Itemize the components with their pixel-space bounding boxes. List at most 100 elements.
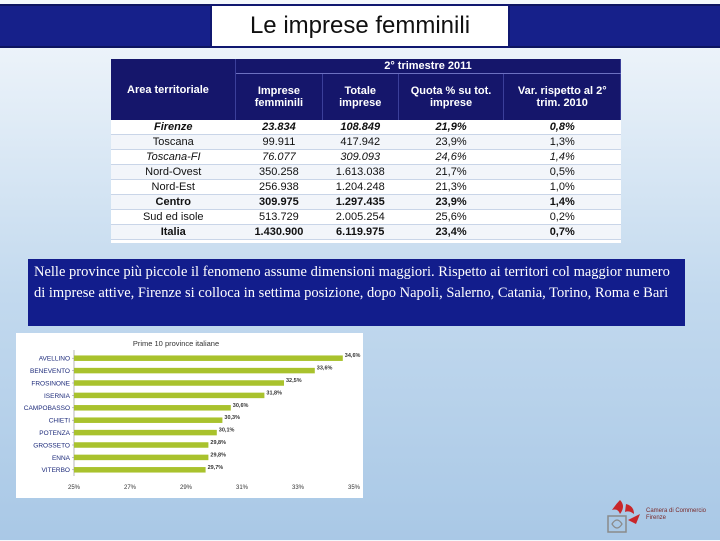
- cell-var: 1,0%: [503, 179, 621, 195]
- header-var: Var. rispetto al 2° trim. 2010: [503, 73, 621, 120]
- x-tick-label: 33%: [292, 485, 305, 491]
- table-row: Nord-Ovest 350.258 1.613.038 21,7% 0,5%: [111, 164, 621, 180]
- category-label: AVELLINO: [39, 356, 70, 363]
- cell-totale: 309.093: [322, 149, 399, 165]
- category-label: CAMPOBASSO: [24, 405, 70, 412]
- cell-quota: 23,9%: [398, 194, 504, 210]
- header-period: 2° trimestre 2011: [235, 59, 621, 74]
- cell-area: Italia: [111, 224, 236, 240]
- logo-icon: [607, 500, 640, 533]
- value-label: 30,6%: [233, 403, 249, 409]
- cell-var: 1,3%: [503, 134, 621, 150]
- value-label: 30,1%: [219, 428, 235, 434]
- table-row: Italia 1.430.900 6.119.975 23,4% 0,7%: [111, 224, 621, 240]
- cell-totale: 417.942: [322, 134, 399, 150]
- cell-area: Centro: [111, 194, 236, 210]
- data-table-container: Area territoriale 2° trimestre 2011 Impr…: [111, 59, 621, 243]
- cell-area: Firenze: [111, 120, 236, 135]
- cell-var: 1,4%: [503, 149, 621, 165]
- category-label: FROSINONE: [31, 380, 70, 387]
- cell-totale: 6.119.975: [322, 224, 399, 240]
- note-box: Nelle province più piccole il fenomeno a…: [28, 259, 685, 326]
- category-label: GROSSETO: [33, 442, 70, 449]
- header-quota: Quota % su tot. imprese: [398, 73, 505, 120]
- cell-quota: 21,7%: [398, 164, 504, 180]
- category-label: BENEVENTO: [30, 368, 70, 375]
- cell-imprese: 76.077: [235, 149, 323, 165]
- table-row: Toscana-FI 76.077 309.093 24,6% 1,4%: [111, 149, 621, 165]
- cell-area: Nord-Est: [111, 179, 236, 195]
- cell-totale: 108.849: [322, 120, 399, 135]
- header-area: Area territoriale: [111, 59, 236, 120]
- category-label: VITERBO: [41, 467, 70, 474]
- cell-area: Toscana: [111, 134, 236, 150]
- cell-area: Nord-Ovest: [111, 164, 236, 180]
- x-tick-label: 31%: [236, 485, 249, 491]
- table-body: Firenze 23.834 108.849 21,9% 0,8% Toscana 99.9…: [111, 120, 621, 240]
- cell-quota: 21,9%: [398, 120, 504, 135]
- table-row: Firenze 23.834 108.849 21,9% 0,8%: [111, 120, 621, 135]
- value-label: 29,8%: [210, 440, 226, 446]
- cell-imprese: 99.911: [235, 134, 323, 150]
- x-tick-label: 35%: [348, 485, 361, 491]
- cell-var: 0,8%: [503, 120, 621, 135]
- cell-imprese: 513.729: [235, 209, 323, 225]
- category-label: ENNA: [52, 455, 71, 462]
- cell-imprese: 350.258: [235, 164, 323, 180]
- value-label: 34,6%: [345, 353, 361, 359]
- cell-quota: 21,3%: [398, 179, 504, 195]
- cell-quota: 23,9%: [398, 134, 504, 150]
- value-label: 29,8%: [210, 452, 226, 458]
- title-box: Le imprese femminili: [210, 4, 510, 48]
- x-tick-label: 25%: [68, 485, 81, 491]
- slide-title: Le imprese femminili: [249, 12, 471, 39]
- cell-totale: 1.297.435: [322, 194, 399, 210]
- value-label: 33,6%: [317, 366, 333, 372]
- table-row: Toscana 99.911 417.942 23,9% 1,3%: [111, 134, 621, 150]
- logo-text: Camera di Commercio Firenze: [646, 508, 707, 521]
- table-row: Centro 309.975 1.297.435 23,9% 1,4%: [111, 194, 621, 210]
- cell-totale: 1.204.248: [322, 179, 399, 195]
- cell-var: 0,7%: [503, 224, 621, 240]
- bar: [74, 429, 217, 436]
- bar: [74, 417, 223, 423]
- cell-imprese: 309.975: [235, 194, 323, 210]
- cell-var: 0,5%: [503, 164, 621, 180]
- bar: [74, 454, 209, 461]
- bar: [74, 467, 206, 473]
- camera-di-commercio-logo: Camera di Commercio Firenze: [606, 494, 716, 536]
- value-label: 29,7%: [208, 465, 224, 471]
- cell-imprese: 23.834: [235, 120, 323, 135]
- cell-quota: 25,6%: [398, 209, 504, 225]
- x-tick-label: 27%: [124, 485, 137, 491]
- header-totale: Totale imprese: [322, 73, 399, 120]
- bar: [74, 367, 315, 374]
- cell-totale: 1.613.038: [322, 164, 399, 180]
- table-row: Sud ed isole 513.729 2.005.254 25,6% 0,2%: [111, 209, 621, 225]
- bar: [74, 442, 209, 448]
- chart-box: Prime 10 province italiane AVELLINO 34,6%…: [16, 333, 363, 498]
- bar: [74, 355, 343, 361]
- cell-area: Toscana-FI: [111, 149, 236, 165]
- value-label: 32,5%: [286, 378, 302, 384]
- cell-var: 0,2%: [503, 209, 621, 225]
- value-label: 30,3%: [224, 415, 240, 421]
- bar: [74, 392, 265, 399]
- cell-imprese: 256.938: [235, 179, 323, 195]
- value-label: 31,8%: [266, 390, 282, 396]
- x-tick-label: 29%: [180, 485, 193, 491]
- category-label: ISERNIA: [44, 393, 71, 400]
- table-row: Nord-Est 256.938 1.204.248 21,3% 1,0%: [111, 179, 621, 195]
- cell-quota: 24,6%: [398, 149, 504, 165]
- category-label: POTENZA: [39, 430, 70, 437]
- cell-imprese: 1.430.900: [235, 224, 323, 240]
- cell-quota: 23,4%: [398, 224, 504, 240]
- cell-var: 1,4%: [503, 194, 621, 210]
- chart-title: Prime 10 province italiane: [133, 339, 219, 348]
- cell-area: Sud ed isole: [111, 209, 236, 225]
- cell-totale: 2.005.254: [322, 209, 399, 225]
- note-text: Nelle province più piccole il fenomeno a…: [34, 264, 670, 301]
- category-label: CHIETI: [49, 418, 71, 425]
- bar: [74, 405, 231, 411]
- data-table: Area territoriale 2° trimestre 2011 Impr…: [111, 59, 621, 240]
